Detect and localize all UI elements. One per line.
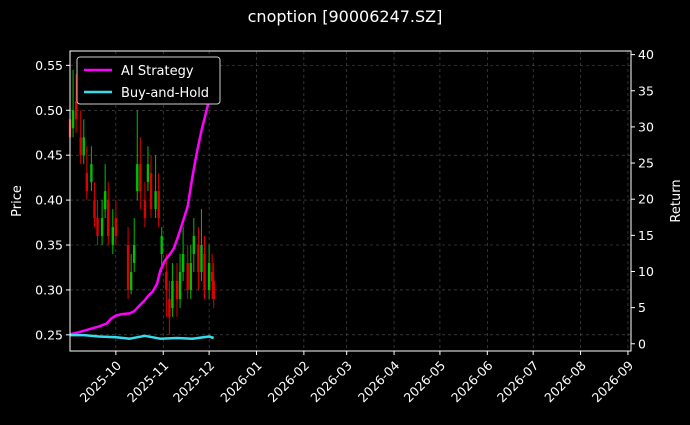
candle-body [192, 236, 196, 254]
candle-body [74, 101, 78, 120]
candle-body [129, 271, 133, 290]
candle-body [210, 271, 214, 281]
candle-body [189, 262, 192, 290]
right-tick-label: 0 [638, 336, 646, 351]
candle-body [160, 236, 163, 254]
right-tick-label: 30 [638, 119, 654, 134]
candle-body [114, 218, 118, 237]
legend-label-buy-and-hold: Buy-and-Hold [121, 86, 209, 101]
candle-body [168, 298, 171, 317]
candle-body [203, 253, 206, 290]
right-tick-label: 5 [638, 300, 646, 315]
right-axis-label: Return [669, 179, 684, 222]
candle-body [171, 280, 174, 308]
left-tick-label: 0.40 [35, 193, 63, 208]
candle-body [71, 110, 75, 129]
grid-layer [70, 51, 631, 351]
series-layer [69, 86, 215, 340]
candle-body [111, 227, 115, 246]
candle-body [149, 173, 153, 210]
legend: AI Strategy Buy-and-Hold [76, 56, 221, 105]
candle-body [133, 245, 136, 263]
left-tick-label: 0.55 [35, 58, 63, 73]
candle-body [79, 137, 82, 156]
candle-body [197, 245, 200, 272]
candle-body [85, 173, 89, 192]
candle-body [107, 200, 110, 237]
candle-body [207, 262, 211, 290]
left-tick-label: 0.35 [35, 238, 63, 253]
right-tick-label: 35 [638, 83, 654, 98]
right-axis: 0 5 10 15 20 25 30 35 40 [631, 47, 654, 351]
left-axis: 0.25 0.30 0.35 0.40 0.45 0.50 0.55 [35, 58, 70, 342]
plot-frame-border [69, 50, 632, 352]
candle-body [157, 191, 160, 219]
right-tick-label: 25 [638, 156, 654, 171]
series-line-ai-strategy [69, 86, 215, 336]
candle-body [181, 253, 185, 272]
legend-label-ai-strategy: AI Strategy [121, 64, 194, 79]
left-tick-label: 0.45 [35, 148, 63, 163]
candle-body [165, 271, 168, 290]
candle-body [186, 262, 189, 290]
left-tick-label: 0.30 [35, 282, 63, 297]
right-tick-label: 10 [638, 264, 654, 279]
series-line-buy-and-hold [70, 333, 215, 340]
candle-body [139, 164, 142, 192]
left-tick-label: 0.50 [35, 103, 63, 118]
candle-body [143, 200, 147, 219]
chart-title: cnoption [90006247.SZ] [248, 7, 443, 26]
candle-body [103, 191, 107, 210]
legend-box [76, 56, 221, 105]
candle-body [126, 245, 130, 290]
candle-body [146, 164, 150, 183]
candle-body [200, 245, 203, 272]
right-tick-label: 40 [638, 47, 654, 62]
candle-body [136, 164, 139, 192]
right-tick-label: 15 [638, 228, 654, 243]
left-axis-label: Price [10, 185, 25, 217]
candle-body [96, 218, 99, 237]
candle-body [178, 271, 182, 299]
right-tick-label: 20 [638, 192, 654, 207]
candle-body [93, 200, 96, 219]
left-tick-label: 0.25 [35, 327, 63, 342]
candle-body [212, 280, 215, 299]
candle-body [100, 218, 104, 237]
candle-body [154, 191, 157, 210]
candle-body [90, 164, 93, 183]
candle-body [175, 280, 179, 299]
candle-body [82, 137, 85, 156]
